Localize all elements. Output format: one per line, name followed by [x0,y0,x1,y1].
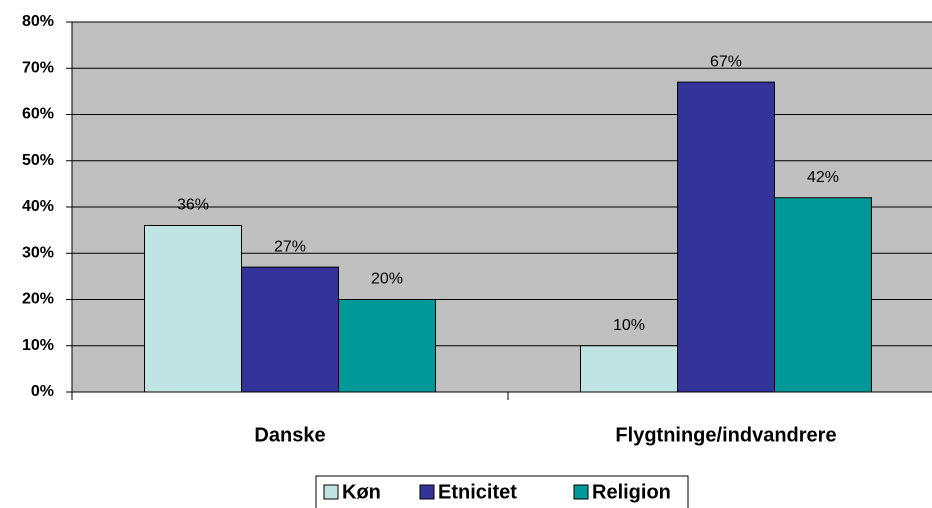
y-tick-label: 80% [22,13,54,30]
bar [338,299,436,393]
y-tick-label: 0% [31,383,54,400]
legend-swatch [573,484,589,500]
value-label: 27% [274,238,306,255]
y-tick-label: 60% [22,106,54,123]
y-tick-label: 70% [22,59,54,76]
legend-swatch [419,484,435,500]
value-label: 67% [710,53,742,70]
bar [677,81,775,393]
bar [580,345,678,393]
x-tick-label: Danske [254,424,325,446]
y-tick-label: 30% [22,244,54,261]
y-tick-label: 20% [22,291,54,308]
y-tick-label: 40% [22,198,54,215]
legend-label: Etnicitet [438,481,517,503]
bar [241,266,339,393]
value-label: 42% [807,169,839,186]
x-tick-label: Flygtninge/indvandrere [615,424,836,446]
value-label: 20% [371,271,403,288]
legend-label: Køn [342,481,381,503]
bar [144,225,242,393]
value-label: 10% [613,317,645,334]
value-label: 36% [177,197,209,214]
y-tick-label: 50% [22,152,54,169]
legend-swatch [323,484,339,500]
legend-label: Religion [592,481,671,503]
y-tick-label: 10% [22,337,54,354]
legend [315,475,689,508]
bar [774,197,872,393]
